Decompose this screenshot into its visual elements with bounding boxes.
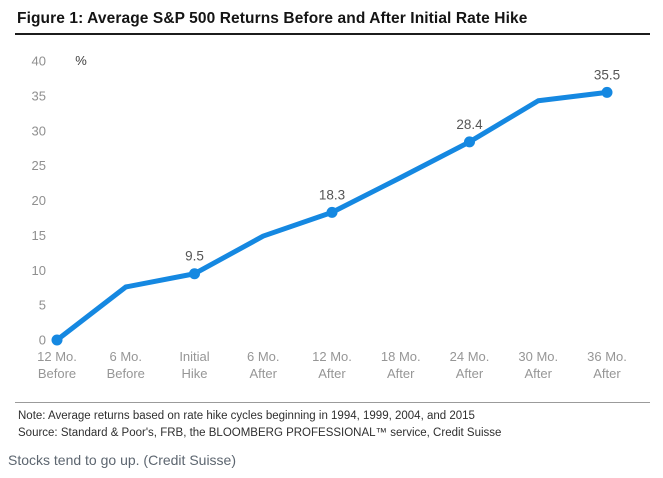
x-category-label: 24 Mo. bbox=[450, 349, 490, 364]
figure-box: Figure 1: Average S&P 500 Returns Before… bbox=[15, 0, 650, 441]
x-category-label: 12 Mo. bbox=[312, 349, 352, 364]
y-tick-label: 25 bbox=[32, 158, 46, 173]
x-category-label: 36 Mo. bbox=[587, 349, 627, 364]
y-tick-label: 15 bbox=[32, 228, 46, 243]
chart-svg: 0 5 10 15 20 25 30 35 40 % 12 Mo. Before 6 Mo. Before… bbox=[32, 53, 627, 381]
data-point-marker bbox=[326, 206, 338, 218]
y-axis-unit-label: % bbox=[75, 53, 87, 68]
x-category-label: 6 Mo. bbox=[109, 349, 142, 364]
x-category-label: Before bbox=[107, 366, 145, 381]
data-point-marker bbox=[601, 86, 613, 98]
figure-title: Figure 1: Average S&P 500 Returns Before… bbox=[15, 0, 650, 35]
x-category-label: 30 Mo. bbox=[518, 349, 558, 364]
y-tick-label: 35 bbox=[32, 88, 46, 103]
x-category-label: After bbox=[387, 366, 415, 381]
x-category-label: Before bbox=[38, 366, 76, 381]
x-category-label: Hike bbox=[181, 366, 207, 381]
data-point-marker bbox=[189, 268, 200, 280]
y-tick-label: 30 bbox=[32, 123, 46, 138]
figure-note: Note: Average returns based on rate hike… bbox=[18, 410, 475, 422]
figure-source: Source: Standard & Poor's, FRB, the BLOO… bbox=[18, 426, 502, 439]
data-point-label: 35.5 bbox=[594, 67, 620, 82]
x-category-label: After bbox=[593, 366, 621, 381]
data-point-marker bbox=[464, 136, 475, 148]
x-category-label: 6 Mo. bbox=[247, 349, 280, 364]
x-category-label: After bbox=[456, 366, 484, 381]
data-point-label: 28.4 bbox=[456, 117, 483, 132]
x-category-label: 12 Mo. bbox=[37, 349, 77, 364]
data-point-marker bbox=[51, 334, 63, 346]
y-tick-label: 0 bbox=[39, 333, 46, 348]
y-tick-label: 5 bbox=[39, 298, 46, 313]
y-tick-label: 40 bbox=[32, 54, 46, 69]
x-category-label: After bbox=[318, 366, 346, 381]
data-point-label: 9.5 bbox=[185, 249, 204, 264]
article-caption: Stocks tend to go up. (Credit Suisse) bbox=[8, 452, 236, 468]
y-tick-label: 10 bbox=[32, 263, 46, 278]
figure-footer: Note: Average returns based on rate hike… bbox=[15, 402, 650, 441]
x-category-label: After bbox=[250, 366, 278, 381]
y-tick-label: 20 bbox=[32, 193, 46, 208]
chart-area: 0 5 10 15 20 25 30 35 40% 12 Mo. Before 6 Mo. Before… bbox=[15, 35, 650, 402]
x-category-label: 18 Mo. bbox=[381, 349, 421, 364]
x-category-label: Initial bbox=[179, 349, 209, 364]
x-category-label: After bbox=[525, 366, 553, 381]
data-point-label: 18.3 bbox=[319, 187, 345, 202]
